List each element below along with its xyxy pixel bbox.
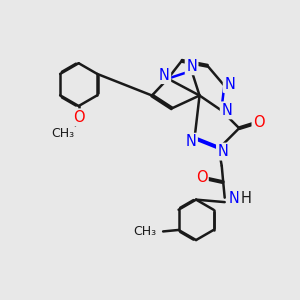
Text: N: N: [159, 68, 170, 82]
Text: H: H: [240, 191, 251, 206]
Text: N: N: [218, 144, 228, 159]
Text: CH₃: CH₃: [134, 225, 157, 238]
Text: O: O: [253, 115, 265, 130]
Text: N: N: [224, 76, 235, 92]
Text: N: N: [186, 59, 197, 74]
Text: N: N: [221, 103, 232, 118]
Text: CH₃: CH₃: [51, 127, 74, 140]
Text: O: O: [73, 110, 85, 125]
Text: N: N: [186, 134, 196, 149]
Text: O: O: [196, 169, 207, 184]
Text: N: N: [228, 191, 239, 206]
